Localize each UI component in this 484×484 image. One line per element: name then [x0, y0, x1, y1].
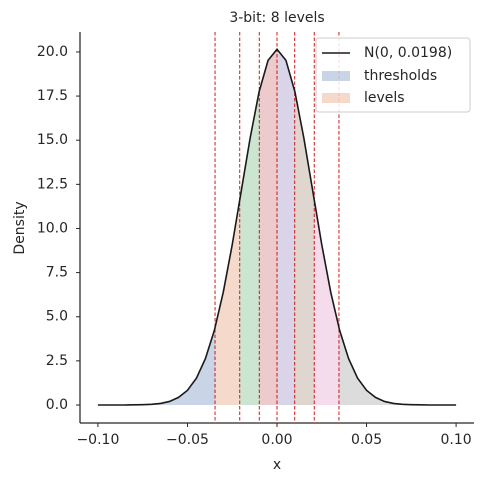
region	[239, 49, 260, 405]
x-tick-label: 0.00	[261, 432, 292, 448]
density-curve	[97, 48, 457, 406]
legend-patch	[322, 71, 350, 81]
y-tick-label: 15.0	[37, 132, 68, 148]
region	[277, 49, 295, 405]
x-tick-label: −0.10	[76, 432, 119, 448]
y-tick-label: 20.0	[37, 44, 68, 60]
y-tick-label: 7.5	[46, 265, 68, 281]
legend-box	[315, 37, 471, 113]
chart-title: 3-bit: 8 levels	[229, 10, 324, 26]
legend-label: levels	[364, 90, 405, 106]
y-tick-label: 17.5	[37, 88, 68, 104]
y-tick-label: 12.5	[37, 176, 68, 192]
x-tick-label: −0.05	[166, 432, 209, 448]
x-tick-label: 0.10	[441, 432, 472, 448]
legend: N(0, 0.0198) thresholds levels	[315, 37, 471, 113]
y-tick-label: 10.0	[37, 220, 68, 236]
y-tick-label: 5.0	[46, 309, 68, 325]
region	[259, 49, 277, 405]
legend-label: thresholds	[364, 68, 437, 84]
x-tick-label: 0.05	[351, 432, 382, 448]
region	[294, 49, 315, 405]
region	[97, 49, 216, 405]
y-axis-label: Density	[12, 201, 28, 254]
legend-label: N(0, 0.0198)	[364, 45, 452, 61]
x-axis-label: x	[273, 457, 281, 473]
legend-patch	[322, 93, 350, 103]
y-tick-label: 2.5	[46, 353, 68, 369]
y-tick-label: 0.0	[46, 397, 68, 413]
